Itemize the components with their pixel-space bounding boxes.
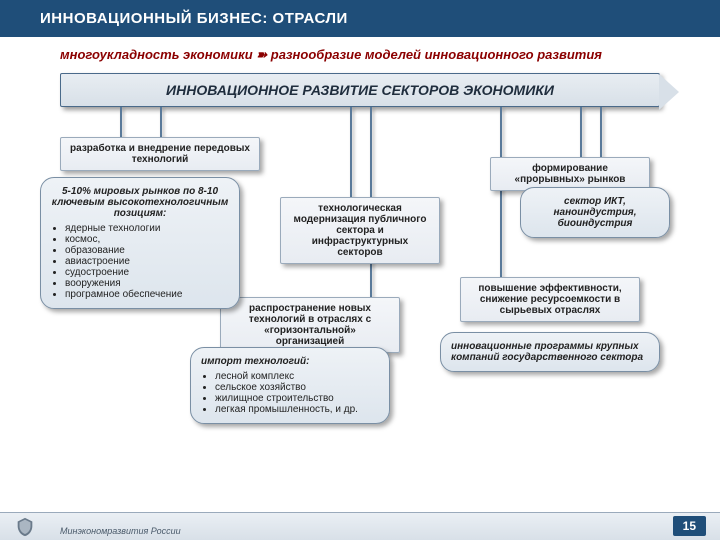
info-box-import: импорт технологий: лесной комплекс сельс…: [190, 347, 390, 424]
info-list: ядерные технологии космос, образование а…: [51, 223, 229, 300]
list-item: судостроение: [65, 267, 229, 278]
label-horizontal: распространение новых технологий в отрас…: [220, 297, 400, 353]
header-bar: ИННОВАЦИОННЫЙ БИЗНЕС: ОТРАСЛИ: [0, 0, 720, 37]
label-text: распространение новых технологий в отрас…: [249, 303, 371, 347]
list-item: ядерные технологии: [65, 223, 229, 234]
connector-line: [500, 107, 502, 277]
footer: Минэкономразвития России 15: [0, 512, 720, 540]
info-header: 5-10% мировых рынков по 8-10 ключевым вы…: [51, 186, 229, 219]
label-tech-dev: разработка и внедрение передовых техноло…: [60, 137, 260, 171]
list-item: легкая промышленность, и др.: [215, 404, 379, 415]
info-box-programs: инновационные программы крупных компаний…: [440, 332, 660, 372]
list-item: образование: [65, 245, 229, 256]
info-box-ict: сектор ИКТ, наноиндустрия, биоиндустрия: [520, 187, 670, 238]
list-item: космос,: [65, 234, 229, 245]
diagram-canvas: разработка и внедрение передовых техноло…: [20, 107, 700, 487]
label-text: повышение эффективности, снижение ресурс…: [478, 283, 621, 316]
subtitle: многоукладность экономики ➽ разнообразие…: [0, 37, 720, 73]
label-efficiency: повышение эффективности, снижение ресурс…: [460, 277, 640, 322]
label-breakthrough: формирование «прорывных» рынков: [490, 157, 650, 191]
info-header: импорт технологий:: [201, 356, 379, 367]
main-banner: ИННОВАЦИОННОЕ РАЗВИТИЕ СЕКТОРОВ ЭКОНОМИК…: [60, 73, 660, 107]
connector-line: [350, 107, 352, 207]
banner-text: ИННОВАЦИОННОЕ РАЗВИТИЕ СЕКТОРОВ ЭКОНОМИК…: [166, 82, 554, 98]
header-title: ИННОВАЦИОННЫЙ БИЗНЕС: ОТРАСЛИ: [40, 10, 348, 27]
info-box-hightech: 5-10% мировых рынков по 8-10 ключевым вы…: [40, 177, 240, 309]
label-public-sector: технологическая модернизация публичного …: [280, 197, 440, 264]
list-item: сельское хозяйство: [215, 382, 379, 393]
list-item: жилищное строительство: [215, 393, 379, 404]
page-number: 15: [673, 516, 706, 536]
info-text: инновационные программы крупных компаний…: [451, 341, 643, 363]
list-item: лесной комплекс: [215, 371, 379, 382]
list-item: авиастроение: [65, 256, 229, 267]
info-list: лесной комплекс сельское хозяйство жилищ…: [201, 371, 379, 415]
label-text: технологическая модернизация публичного …: [294, 203, 427, 258]
label-text: формирование «прорывных» рынков: [515, 163, 626, 185]
emblem-icon: [14, 516, 36, 538]
label-text: разработка и внедрение передовых техноло…: [70, 143, 250, 165]
info-text: сектор ИКТ, наноиндустрия, биоиндустрия: [554, 196, 637, 229]
list-item: програмное обеспечение: [65, 289, 229, 300]
footer-org: Минэкономразвития России: [60, 526, 181, 536]
list-item: вооружения: [65, 278, 229, 289]
